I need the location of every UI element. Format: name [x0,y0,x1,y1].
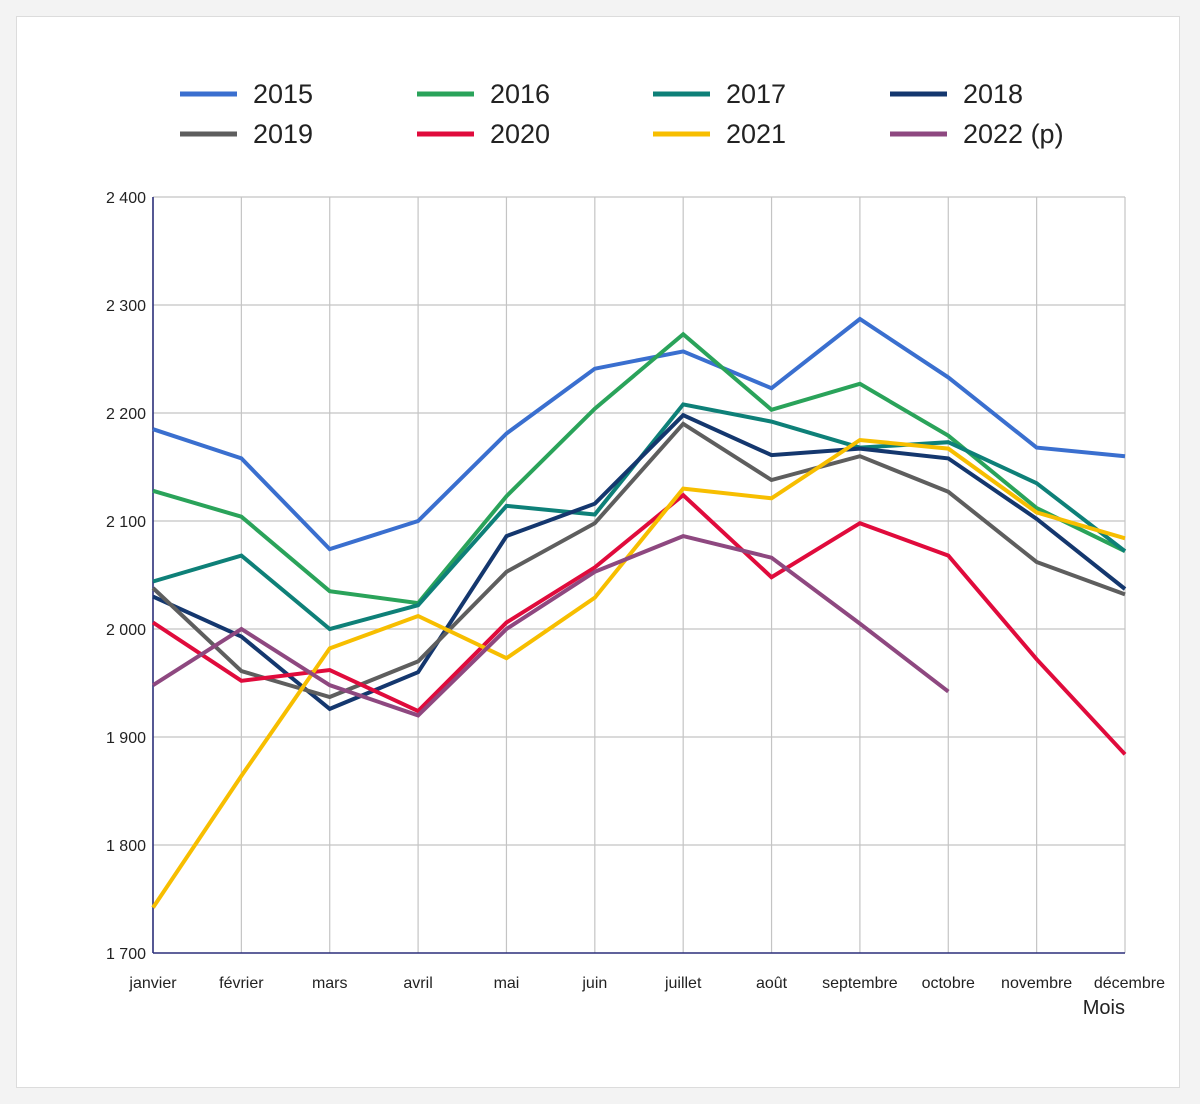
legend-item: 2022 (p) [890,119,1064,149]
x-tick-label: août [756,975,788,992]
x-tick-label: mars [312,975,348,992]
legend-label: 2020 [490,119,550,149]
x-tick-label: novembre [1001,975,1072,992]
legend-label: 2016 [490,79,550,109]
legend-item: 2019 [180,119,313,149]
legend-item: 2017 [653,79,786,109]
legend-item: 2015 [180,79,313,109]
legend-label: 2018 [963,79,1023,109]
chart-card [16,16,1180,1088]
series-line-2015 [152,316,1126,552]
series-line-2019 [151,421,1126,700]
y-tick-label: 2 400 [106,190,146,207]
y-tick-label: 2 100 [106,514,146,531]
y-tick-label: 2 200 [106,406,146,423]
legend-label: 2022 (p) [963,119,1064,149]
x-tick-label: février [219,975,264,992]
legend-label: 2021 [726,119,786,149]
legend-item: 2016 [417,79,550,109]
legend-item: 2020 [417,119,550,149]
x-tick-label: décembre [1094,975,1165,992]
legend-label: 2017 [726,79,786,109]
legend-label: 2015 [253,79,313,109]
y-tick-label: 1 800 [106,838,146,855]
tick-labels: 1 700 1 800 1 900 2 000 2 100 2 200 2 300 2 400… [106,190,1165,992]
x-tick-label: juin [581,975,607,992]
series-line-2022-p [151,534,950,718]
y-tick-label: 2 000 [106,622,146,639]
x-axis-title: Mois [1083,997,1125,1019]
series-line-2020 [151,492,1127,756]
x-tick-label: juillet [664,975,702,992]
legend-item: 2018 [890,79,1023,109]
x-tick-label: avril [403,975,432,992]
series-line-2021 [151,437,1126,909]
grid [153,196,1126,953]
y-tick-label: 2 300 [106,298,146,315]
series-line-2018 [152,412,1127,712]
y-tick-label: 1 900 [106,730,146,747]
series-lines [151,316,1127,909]
axes [152,197,1125,954]
x-tick-label: octobre [922,975,975,992]
legend: 2015 2016 2017 2018 2019 2020 2021 2022 (p) [180,79,1064,149]
x-tick-label: septembre [822,975,898,992]
x-tick-label: janvier [128,975,177,992]
legend-label: 2019 [253,119,313,149]
y-tick-label: 1 700 [106,946,146,963]
legend-item: 2021 [653,119,786,149]
x-tick-label: mai [494,975,520,992]
